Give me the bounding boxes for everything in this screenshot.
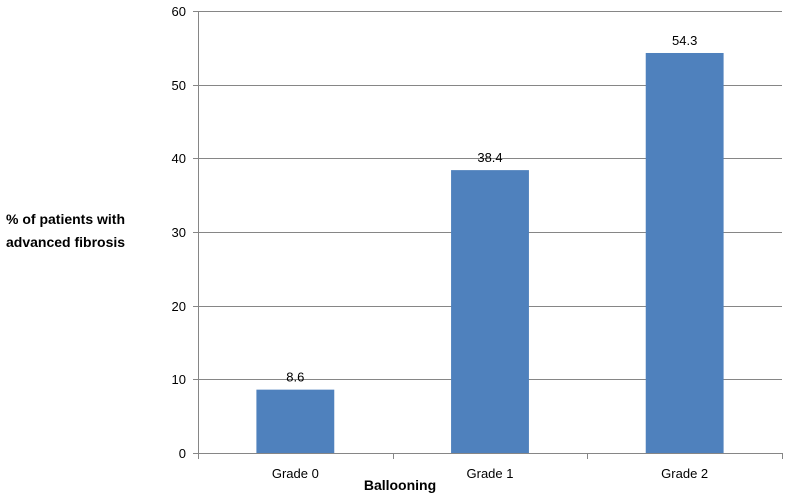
x-tick-label: Grade 2 <box>661 466 708 481</box>
x-axis-ticks: Grade 0 Grade 1 Grade 2 <box>198 453 783 481</box>
bar-grade-2 <box>645 52 724 454</box>
y-tick-label: 0 <box>179 446 186 461</box>
data-label: 54.3 <box>672 33 697 48</box>
x-axis-label: Ballooning <box>363 477 437 493</box>
y-tick-label: 40 <box>172 151 186 166</box>
bars <box>256 52 724 454</box>
y-tick-label: 10 <box>172 372 186 387</box>
y-axis-ticks: 0 10 20 30 40 50 60 <box>172 4 198 461</box>
data-label: 8.6 <box>286 370 304 385</box>
data-label: 38.4 <box>477 150 502 165</box>
y-axis-label: % of patients with advanced fibrosis <box>6 208 146 254</box>
bar-grade-1 <box>451 170 529 453</box>
y-axis-label-line-1: % of patients with <box>6 211 125 227</box>
y-tick-label: 20 <box>172 299 186 314</box>
y-tick-label: 30 <box>172 225 186 240</box>
x-tick-label: Grade 0 <box>272 466 319 481</box>
y-tick-label: 50 <box>172 78 186 93</box>
bar-grade-0 <box>256 389 335 453</box>
axes <box>198 11 782 454</box>
data-labels: 8.6 38.4 54.3 <box>286 33 697 385</box>
y-tick-label: 60 <box>172 4 186 19</box>
x-tick-label: Grade 1 <box>467 466 514 481</box>
y-axis-label-line-2: advanced fibrosis <box>6 234 126 250</box>
